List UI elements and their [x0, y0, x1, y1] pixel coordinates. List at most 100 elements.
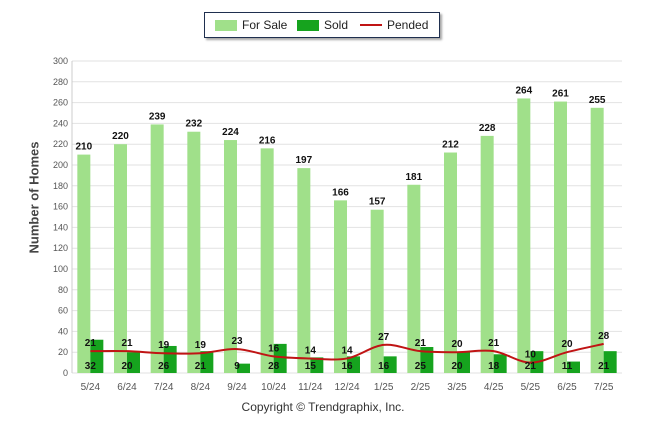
- x-axis-ticks: 5/24 6/24 7/24 8/24 9/24 10/24 11/24 12/24 1/25 2…: [81, 382, 614, 393]
- for-sale-bar: [444, 152, 457, 373]
- x-tick-label: 6/24: [117, 382, 137, 393]
- for-sale-value-label: 220: [112, 131, 129, 142]
- y-tick-label: 260: [53, 98, 68, 108]
- legend: For Sale Sold Pended: [204, 12, 440, 38]
- y-tick-label: 280: [53, 77, 68, 87]
- y-tick-label: 200: [53, 160, 68, 170]
- pended-value-label: 16: [268, 343, 280, 354]
- x-tick-label: 6/25: [557, 382, 577, 393]
- pended-value-label: 21: [488, 338, 500, 349]
- for-sale-bar: [224, 140, 237, 373]
- for-sale-bar: [407, 184, 421, 373]
- y-tick-label: 160: [53, 202, 68, 212]
- bars: [77, 98, 617, 374]
- sold-bar: [200, 351, 214, 373]
- sold-value-label: 20: [121, 361, 133, 372]
- sold-bar: [383, 356, 397, 373]
- sold-bar: [567, 361, 580, 373]
- sold-value-label: 21: [525, 361, 537, 372]
- y-tick-label: 80: [58, 285, 68, 295]
- legend-label-sold: Sold: [324, 18, 349, 32]
- x-tick-label: 8/24: [191, 382, 211, 393]
- pended-value-label: 19: [195, 340, 207, 351]
- for-sale-value-label: 239: [149, 111, 166, 122]
- pended-value-label: 14: [341, 345, 353, 356]
- y-tick-label: 60: [58, 306, 68, 316]
- sold-value-label: 20: [451, 361, 463, 372]
- y-tick-label: 180: [53, 181, 68, 191]
- legend-item-sold[interactable]: Sold: [297, 18, 348, 32]
- sold-bar: [127, 352, 140, 373]
- x-tick-label: 10/24: [261, 382, 286, 393]
- legend-label-for-sale: For Sale: [242, 18, 288, 32]
- y-tick-label: 240: [53, 118, 68, 128]
- for-sale-bar: [77, 154, 91, 373]
- sold-value-label: 11: [562, 361, 573, 372]
- for-sale-bar: [554, 101, 567, 373]
- for-sale-bar: [260, 148, 274, 373]
- for-sale-value-label: 166: [332, 187, 349, 198]
- x-tick-label: 9/24: [227, 382, 247, 393]
- pended-value-label: 21: [415, 338, 427, 349]
- pended-value-label: 20: [561, 339, 573, 350]
- for-sale-bar: [480, 135, 494, 373]
- for-sale-bar: [590, 107, 604, 374]
- for-sale-value-label: 216: [259, 135, 276, 146]
- x-tick-label: 7/24: [154, 382, 174, 393]
- pended-value-label: 14: [305, 345, 317, 356]
- for-sale-value-label: 197: [295, 155, 312, 166]
- pended-value-label: 10: [525, 350, 537, 361]
- pended-value-label: 23: [231, 336, 243, 347]
- x-tick-label: 4/25: [484, 382, 504, 393]
- legend-item-for-sale[interactable]: For Sale: [215, 18, 287, 32]
- y-tick-label: 220: [53, 139, 68, 149]
- sold-bar: [273, 343, 287, 373]
- pended-value-label: 21: [121, 338, 133, 349]
- pended-line-icon: [360, 24, 382, 26]
- for-sale-bar: [370, 209, 384, 373]
- sold-bar: [493, 354, 507, 373]
- sold-value-label: 25: [415, 361, 427, 372]
- for-sale-value-label: 210: [75, 142, 92, 153]
- y-axis-title: Number of Homes: [26, 141, 42, 254]
- x-tick-label: 2/25: [411, 382, 431, 393]
- legend-item-pended[interactable]: Pended: [360, 18, 428, 32]
- y-tick-label: 40: [58, 326, 68, 336]
- pended-value-label: 21: [85, 338, 97, 349]
- sold-value-label: 15: [305, 361, 317, 372]
- for-sale-value-label: 228: [479, 123, 496, 134]
- x-tick-label: 11/24: [298, 382, 323, 393]
- pended-value-label: 20: [451, 339, 463, 350]
- pended-value-label: 27: [378, 332, 390, 343]
- y-tick-label: 0: [63, 368, 68, 378]
- for-sale-value-label: 181: [405, 172, 422, 183]
- x-tick-label: 12/24: [334, 382, 359, 393]
- x-tick-label: 7/25: [594, 382, 614, 393]
- pended-line-group: [90, 342, 604, 364]
- sold-bar: [603, 351, 617, 373]
- sold-swatch-icon: [297, 19, 319, 31]
- for-sale-bar: [297, 168, 311, 373]
- sold-bar: [347, 356, 360, 373]
- for-sale-value-label: 224: [222, 127, 239, 138]
- data-labels: 2102132220212023919262321921224239216162…: [75, 85, 609, 372]
- for-sale-bar: [114, 144, 127, 373]
- sold-value-label: 9: [234, 361, 240, 372]
- for-sale-value-label: 157: [369, 197, 386, 208]
- x-tick-label: 5/25: [521, 382, 541, 393]
- sold-value-label: 16: [378, 361, 390, 372]
- copyright: Copyright © Trendgraphix, Inc.: [241, 400, 405, 414]
- legend-label-pended: Pended: [387, 18, 429, 32]
- pended-line: [90, 342, 604, 364]
- sold-value-label: 16: [341, 361, 353, 372]
- for-sale-bar: [150, 124, 164, 373]
- for-sale-bar: [517, 98, 531, 373]
- sold-value-label: 26: [158, 361, 170, 372]
- sold-value-label: 32: [85, 361, 97, 372]
- for-sale-value-label: 261: [552, 89, 569, 100]
- sold-value-label: 21: [598, 361, 610, 372]
- sold-bar: [457, 352, 470, 373]
- y-tick-label: 300: [53, 56, 68, 66]
- sold-value-label: 28: [268, 361, 280, 372]
- sold-bar: [90, 339, 104, 373]
